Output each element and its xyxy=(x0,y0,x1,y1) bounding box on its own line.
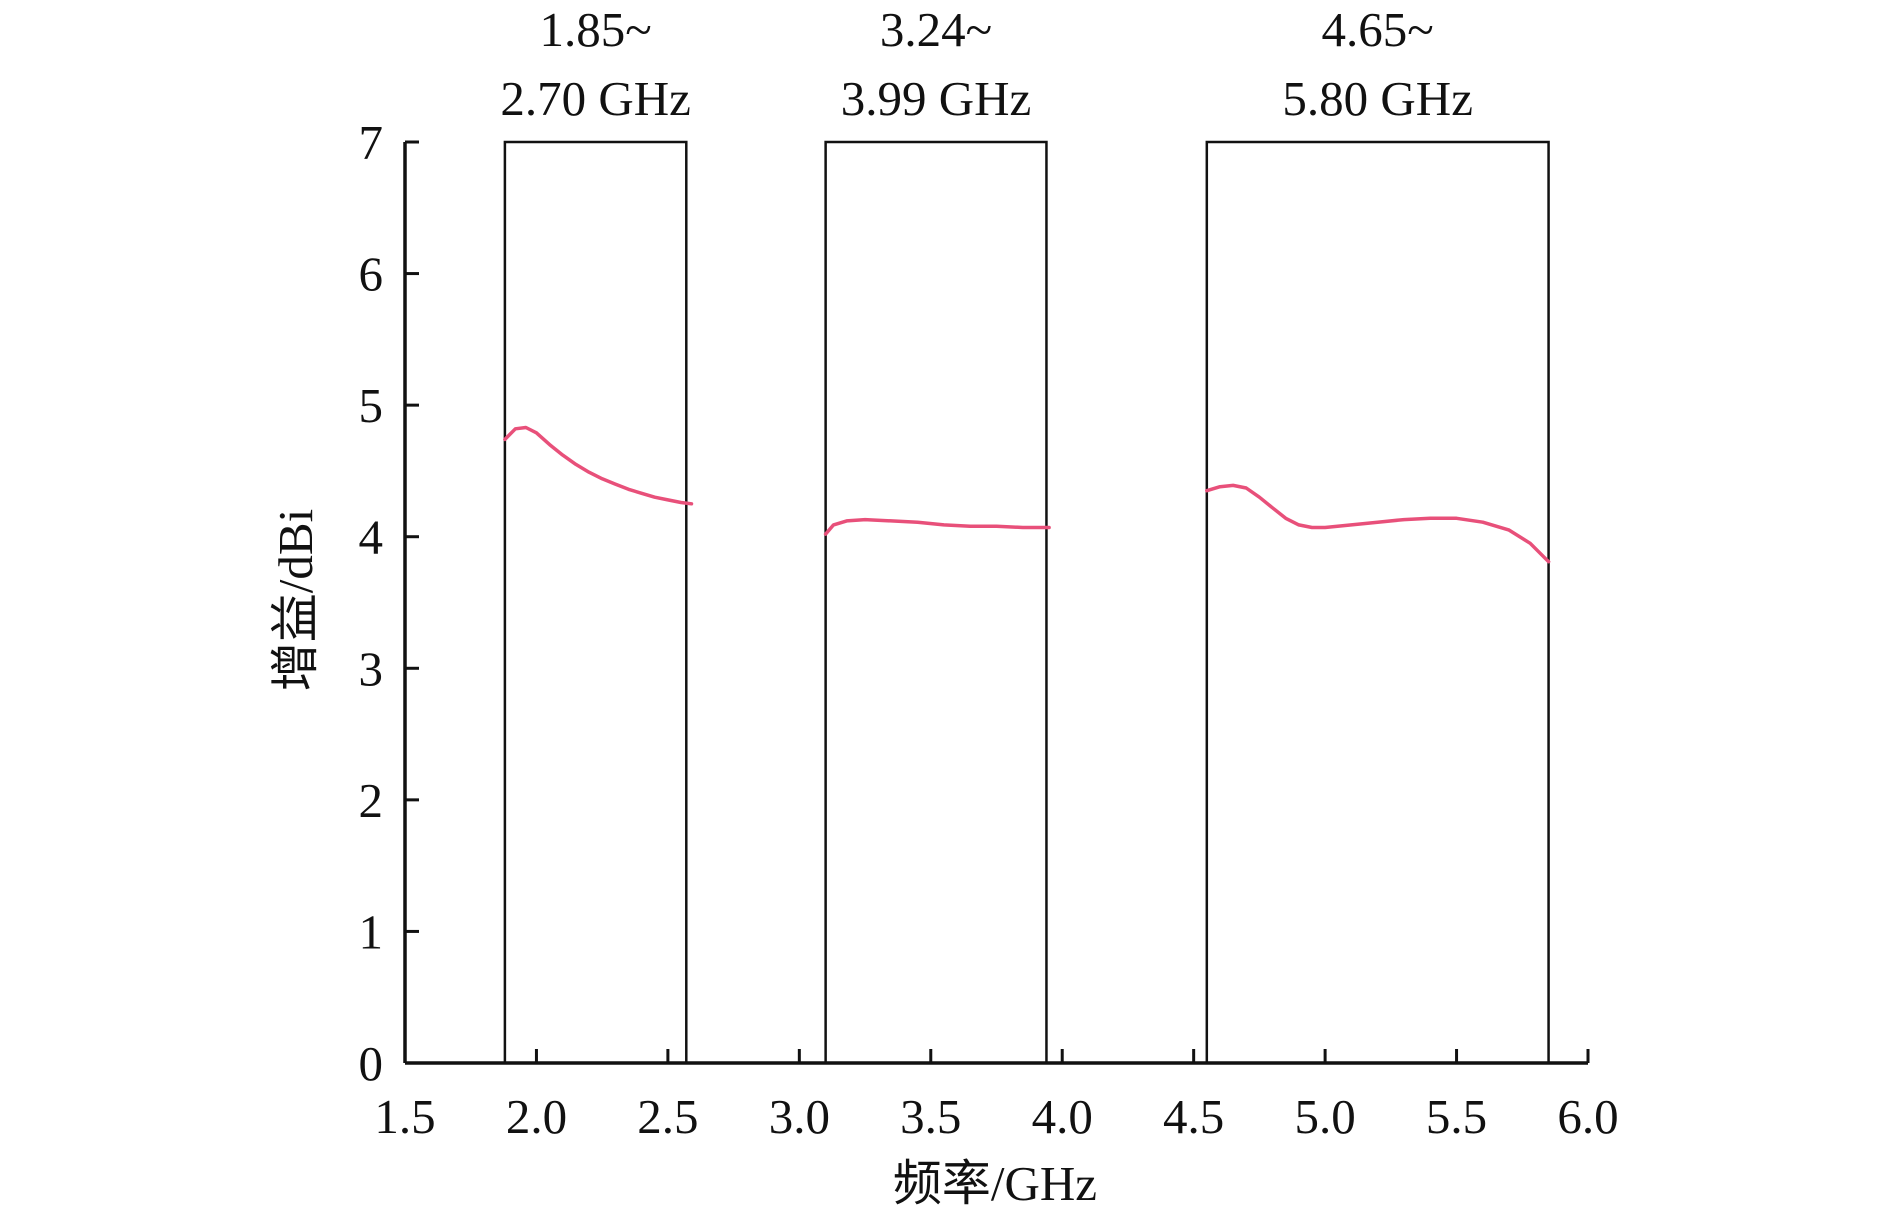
y-tick-label: 5 xyxy=(359,378,384,433)
gain-line-band-2 xyxy=(823,517,1051,536)
x-tick-label: 3.5 xyxy=(900,1089,961,1144)
x-tick-label: 2.0 xyxy=(506,1089,567,1144)
x-tick-label: 5.5 xyxy=(1426,1089,1487,1144)
x-tick-label: 2.5 xyxy=(637,1089,698,1144)
y-tick-label: 6 xyxy=(359,247,384,302)
band-label-line2: 3.99 GHz xyxy=(841,71,1032,126)
y-tick-label: 4 xyxy=(359,510,384,565)
x-tick-label: 1.5 xyxy=(374,1089,435,1144)
gain-line-band-1 xyxy=(503,425,694,506)
y-tick-label: 1 xyxy=(359,904,384,959)
x-tick-label: 4.5 xyxy=(1163,1089,1224,1144)
band-rect-2 xyxy=(824,140,1048,1065)
x-tick-label: 3.0 xyxy=(769,1089,830,1144)
gain-series xyxy=(503,425,1551,564)
x-tick-label: 6.0 xyxy=(1557,1089,1618,1144)
gain-line-band-3 xyxy=(1205,483,1551,564)
y-tick-label: 2 xyxy=(359,773,384,828)
axes xyxy=(403,142,1588,1065)
band-label-line2: 2.70 GHz xyxy=(500,71,691,126)
band-label-line1: 1.85~ xyxy=(539,2,651,57)
x-tick-label: 5.0 xyxy=(1294,1089,1355,1144)
y-tick-label: 0 xyxy=(359,1036,384,1091)
band-rect-3 xyxy=(1205,140,1550,1065)
band-label-line1: 3.24~ xyxy=(880,2,992,57)
band-rect-1 xyxy=(503,140,688,1065)
band-rectangles xyxy=(503,140,1550,1065)
band-labels: 1.85~ 2.70 GHz 3.24~ 3.99 GHz 4.65~ 5.80 GHz xyxy=(500,2,1473,126)
axis-ticks: 1.5 2.0 2.5 3.0 3.5 4.0 4.5 5.0 5.5 6.0 0 1 2 3 4 5 6 7 xyxy=(359,115,1619,1144)
x-tick-label: 4.0 xyxy=(1032,1089,1093,1144)
y-tick-label: 7 xyxy=(359,115,384,170)
band-label-line1: 4.65~ xyxy=(1322,2,1434,57)
band-label-line2: 5.80 GHz xyxy=(1282,71,1473,126)
y-axis-title: 增益/dBi xyxy=(268,509,323,691)
x-axis-title: 频率/GHz xyxy=(893,1156,1097,1211)
y-tick-label: 3 xyxy=(359,641,384,696)
